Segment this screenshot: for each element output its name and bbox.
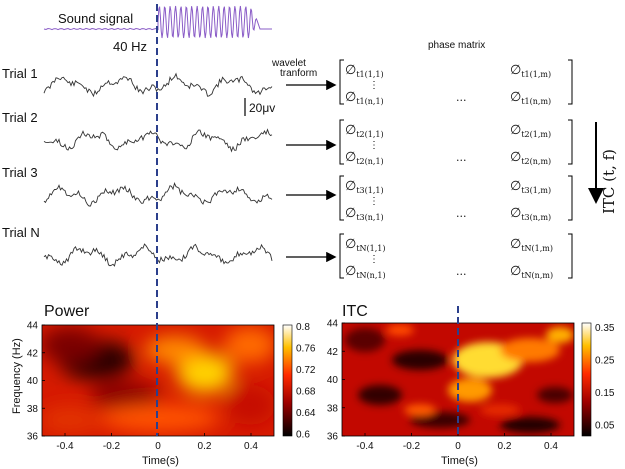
matrix-2-vdots: ⋮: [369, 140, 379, 151]
matrix-1-entry-n1: ∅t1(n,1): [345, 90, 384, 106]
matrix-2-entry-nm: ∅t2(n,m): [510, 150, 551, 166]
itc-colorbar: [582, 323, 591, 436]
power-colorbar-tick-0.64: 0.64: [296, 408, 316, 419]
power-y-tick-label-36: 36: [27, 432, 39, 443]
wavelet-label-line2: tranform: [280, 68, 317, 79]
matrix-3-entry-11: ∅t3(1,1): [345, 179, 384, 195]
matrix-3-entry-nm: ∅t3(n,m): [510, 206, 551, 222]
power-colorbar: [283, 325, 292, 436]
matrix-1-left-bracket: [340, 60, 344, 104]
power-x-tick-label--0.2: -0.2: [103, 441, 121, 452]
power-colorbar-tick-0.8: 0.8: [296, 322, 310, 333]
matrix-2-entry-1m: ∅t2(1,m): [510, 123, 551, 139]
power-y-axis-label: Frequency (Hz): [11, 338, 23, 414]
matrix-3-entry-n1: ∅t3(n,1): [345, 206, 384, 222]
itc-colorbar-tick-0.25: 0.25: [595, 356, 615, 367]
matrix-1-entry-1m: ∅t1(1,m): [510, 63, 551, 79]
power-y-tick-label-44: 44: [27, 321, 39, 332]
matrix-4-entry-1m: ∅tN(1,m): [510, 237, 553, 253]
power-colorbar-tick-0.68: 0.68: [296, 387, 316, 398]
matrix-4-right-bracket: [568, 234, 572, 278]
itc-axis-label: ITC (t, f): [600, 149, 618, 214]
power-x-tick-label-0.4: 0.4: [244, 441, 258, 452]
matrix-2-hdots: ...: [456, 151, 467, 164]
power-x-tick-label--0.4: -0.4: [56, 441, 74, 452]
matrix-3-right-bracket: [568, 176, 572, 220]
itc-x-tick-label--0.4: -0.4: [356, 441, 374, 452]
itc-x-tick-label--0.2: -0.2: [403, 441, 421, 452]
matrix-4-entry-nm: ∅tN(n,m): [510, 264, 553, 280]
matrix-4-hdots: ...: [456, 265, 467, 278]
itc-colorbar-tick-0.15: 0.15: [595, 388, 615, 399]
matrix-1-hdots: ...: [456, 91, 467, 104]
power-colorbar-tick-0.72: 0.72: [296, 365, 316, 376]
phase-matrix-title: phase matrix: [428, 40, 485, 51]
power-y-tick-label-40: 40: [27, 376, 39, 387]
matrix-3-entry-1m: ∅t3(1,m): [510, 179, 551, 195]
phase-matrices: ∅t1(1,1)⋮∅t1(n,1)∅t1(1,m)... ∅t1(n,m)∅t2(…: [340, 60, 572, 280]
matrix-4-entry-n1: ∅tN(n,1): [345, 264, 386, 280]
itc-y-tick-label-42: 42: [327, 347, 339, 358]
sound-signal-label: Sound signal: [58, 11, 133, 26]
itc-x-tick-label-0: 0: [455, 441, 461, 452]
itc-x-tick-label-0.2: 0.2: [498, 441, 512, 452]
matrix-2-right-bracket: [568, 120, 572, 164]
matrix-4-entry-11: ∅tN(1,1): [345, 237, 386, 253]
trial-n-label: Trial N: [2, 225, 40, 240]
frequency-label: 40 Hz: [113, 39, 147, 54]
itc-y-tick-label-36: 36: [327, 432, 339, 443]
power-x-tick-label-0: 0: [155, 441, 161, 452]
matrix-3-vdots: ⋮: [369, 196, 379, 207]
matrix-2-entry-11: ∅t2(1,1): [345, 123, 384, 139]
trial-2-label: Trial 2: [2, 110, 38, 125]
itc-colorbar-tick-0.35: 0.35: [595, 323, 615, 334]
matrix-1-entry-11: ∅t1(1,1): [345, 63, 384, 79]
power-colorbar-tick-0.76: 0.76: [296, 344, 316, 355]
itc-y-tick-label-38: 38: [327, 403, 339, 414]
power-x-tick-label-0.2: 0.2: [198, 441, 212, 452]
power-y-tick-label-42: 42: [27, 348, 39, 359]
power-x-axis-label: Time(s): [142, 455, 179, 467]
itc-x-tick-label-0.4: 0.4: [544, 441, 558, 452]
itc-panel-title: ITC: [342, 303, 368, 320]
itc-y-tick-label-44: 44: [327, 319, 339, 330]
matrix-1-entry-nm: ∅t1(n,m): [510, 90, 551, 106]
matrix-3-hdots: ...: [456, 207, 467, 220]
power-colorbar-tick-0.6: 0.6: [296, 430, 310, 441]
matrix-4-vdots: ⋮: [369, 254, 379, 265]
matrix-1-vdots: ⋮: [369, 80, 379, 91]
itc-colorbar-tick-0.05: 0.05: [595, 421, 615, 432]
matrix-3-left-bracket: [340, 176, 344, 220]
power-panel-title: Power: [44, 303, 90, 320]
matrix-1-right-bracket: [568, 60, 572, 104]
itc-x-axis-label: Time(s): [441, 455, 478, 467]
trial-1-label: Trial 1: [2, 66, 38, 81]
matrix-2-left-bracket: [340, 120, 344, 164]
power-y-tick-label-38: 38: [27, 404, 39, 415]
matrix-4-left-bracket: [340, 234, 344, 278]
itc-y-tick-label-40: 40: [327, 375, 339, 386]
matrix-2-entry-n1: ∅t2(n,1): [345, 150, 384, 166]
scale-bar-label: 20μv: [249, 101, 275, 115]
trial-3-label: Trial 3: [2, 165, 38, 180]
